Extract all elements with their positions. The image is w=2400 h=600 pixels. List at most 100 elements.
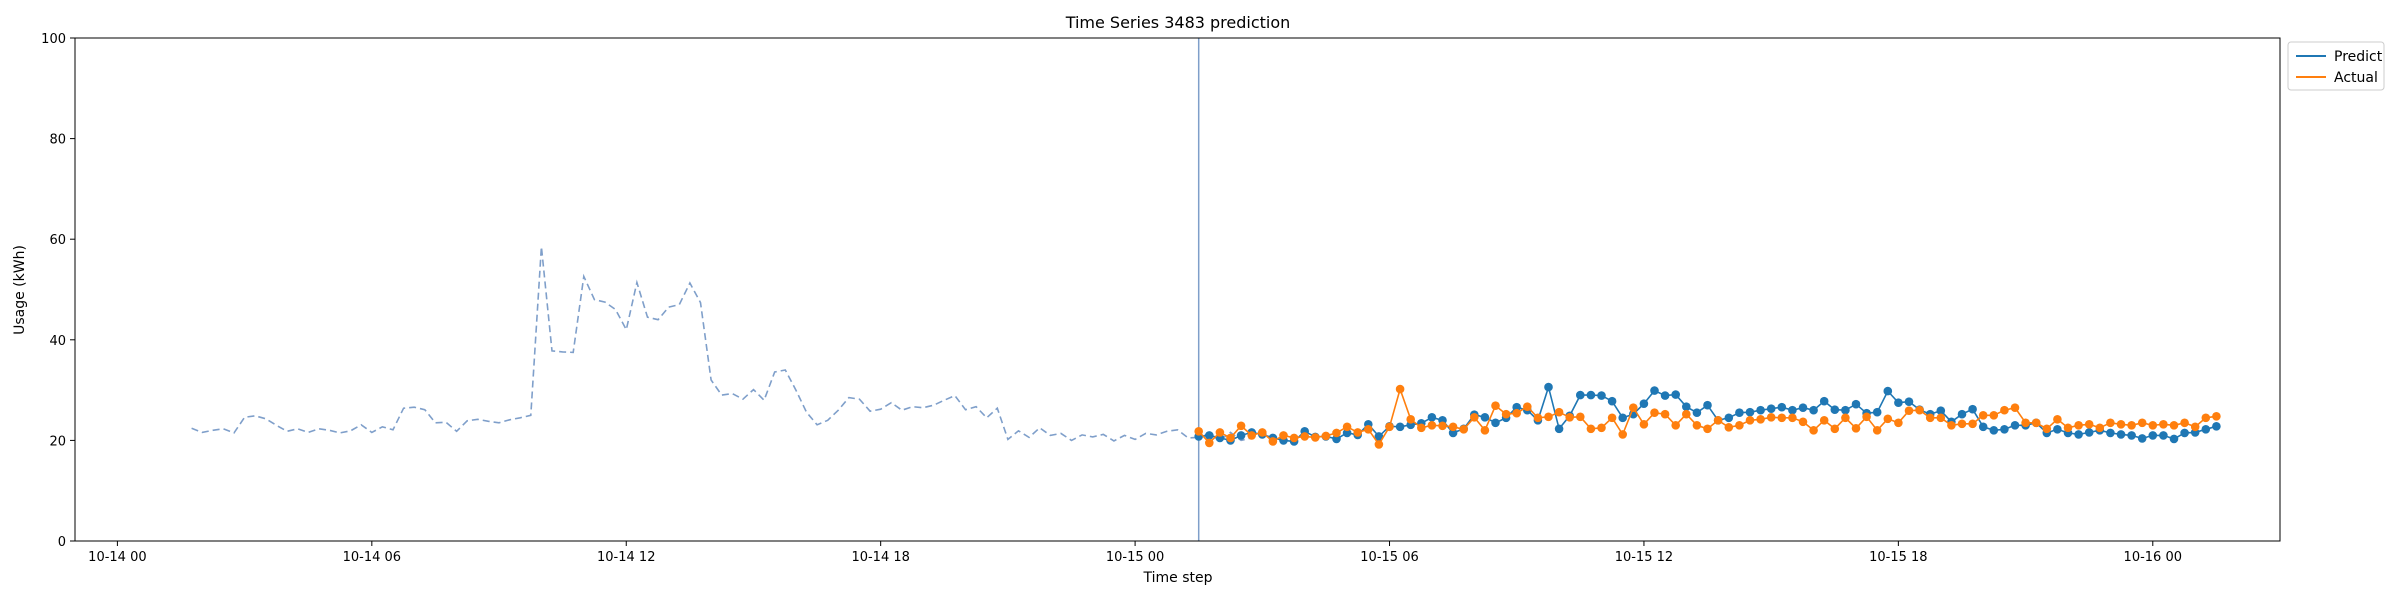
predict-point [1809, 405, 1818, 415]
y-axis: 0 20 40 60 80 100 [41, 32, 75, 550]
y-tick-label: 80 [49, 133, 66, 148]
actual-point [1342, 422, 1352, 432]
actual-point [1925, 413, 1935, 423]
predict-point [1682, 402, 1691, 412]
predict-point [1427, 413, 1437, 422]
x-tick-label: 10-14 00 [88, 550, 146, 565]
actual-point [2053, 415, 2062, 424]
actual-point [1406, 415, 1415, 424]
actual-point [1321, 431, 1331, 441]
predict-point [2159, 431, 2168, 440]
predict-point [1332, 434, 1341, 444]
x-tick-label: 10-15 18 [1869, 550, 1927, 565]
predict-point [1491, 418, 1500, 428]
actual-point [2180, 418, 2189, 428]
actual-point [1576, 412, 1585, 422]
history-line [191, 246, 1252, 442]
predict-point [1512, 402, 1521, 412]
actual-point [1978, 411, 1988, 420]
actual-point [2074, 421, 2083, 430]
actual-point [1671, 421, 1680, 430]
predict-point [1544, 382, 1553, 392]
x-tick-label: 10-16 00 [2124, 550, 2182, 565]
predict-point [1756, 405, 1765, 415]
predict-point [2074, 430, 2083, 439]
y-tick-label: 0 [58, 535, 66, 550]
actual-point [1607, 413, 1617, 423]
actual-point [2116, 420, 2126, 429]
actual-point [1364, 425, 1373, 434]
actual-point [1194, 427, 1203, 436]
predict-point [2084, 428, 2094, 437]
actual-point [1268, 437, 1278, 446]
legend: Predict Actual [2287, 41, 2385, 91]
series-actual [1194, 384, 2221, 449]
actual-point [1501, 409, 1511, 419]
y-tick-label: 60 [49, 233, 66, 248]
actual-point [1819, 416, 1829, 425]
predict-point [1989, 426, 1999, 435]
predict-point [1904, 397, 1914, 407]
predict-point [1554, 424, 1564, 434]
actual-point [1862, 412, 1871, 422]
actual-point [1766, 413, 1776, 422]
x-tick-label: 10-14 12 [597, 550, 655, 565]
actual-point [2063, 423, 2073, 433]
predict-point [1342, 428, 1352, 438]
predict-point [1692, 408, 1702, 418]
predict-point [1766, 404, 1776, 414]
actual-point [1438, 421, 1447, 431]
actual-point [1205, 438, 1214, 448]
actual-point [1872, 426, 1882, 435]
actual-point [2031, 418, 2041, 428]
predict-point [1618, 413, 1627, 423]
actual-point [1279, 431, 1288, 440]
actual-point [1650, 408, 1659, 418]
actual-point [1586, 424, 1596, 434]
actual-point [1735, 421, 1744, 430]
predict-point [2201, 425, 2211, 434]
actual-point [1777, 413, 1787, 423]
actual-point [1936, 413, 1946, 423]
predict-point [1819, 396, 1829, 406]
predict-point [2053, 425, 2062, 434]
predict-point [1735, 408, 1744, 418]
legend-actual-label: Actual [2334, 70, 2378, 86]
actual-point [1724, 423, 1734, 432]
legend-predict-label: Predict [2334, 49, 2383, 65]
chart-title: Time Series 3483 prediction [1065, 13, 1291, 32]
actual-point [1830, 424, 1840, 434]
x-tick-label: 10-14 06 [343, 550, 401, 565]
predict-point [1586, 390, 1596, 400]
predict-point [1205, 431, 1214, 440]
actual-point [1618, 430, 1627, 439]
actual-point [1470, 413, 1479, 422]
actual-point [1713, 416, 1723, 425]
actual-point [1395, 384, 1405, 394]
predict-point [2180, 428, 2189, 438]
y-tick-label: 100 [41, 32, 66, 47]
actual-point [1904, 406, 1914, 416]
actual-point [2095, 423, 2105, 433]
actual-point [1883, 414, 1893, 424]
predict-point [1448, 428, 1458, 438]
predict-point [2148, 431, 2158, 440]
predict-point [1703, 400, 1712, 410]
actual-point [1745, 416, 1755, 425]
actual-point [1989, 411, 1999, 420]
predict-point [1968, 404, 1977, 414]
actual-point [1947, 421, 1956, 430]
actual-point [1385, 422, 1394, 432]
predict-point [1650, 386, 1659, 395]
actual-point [1682, 409, 1691, 419]
y-axis-label: Usage (kWh) [12, 245, 28, 335]
predict-point [2000, 425, 2009, 434]
predict-point [1872, 407, 1882, 417]
predict-point [1597, 391, 1606, 400]
actual-point [1417, 423, 1426, 433]
actual-point [1544, 412, 1553, 422]
actual-point [2042, 424, 2052, 434]
actual-point [1639, 420, 1649, 429]
